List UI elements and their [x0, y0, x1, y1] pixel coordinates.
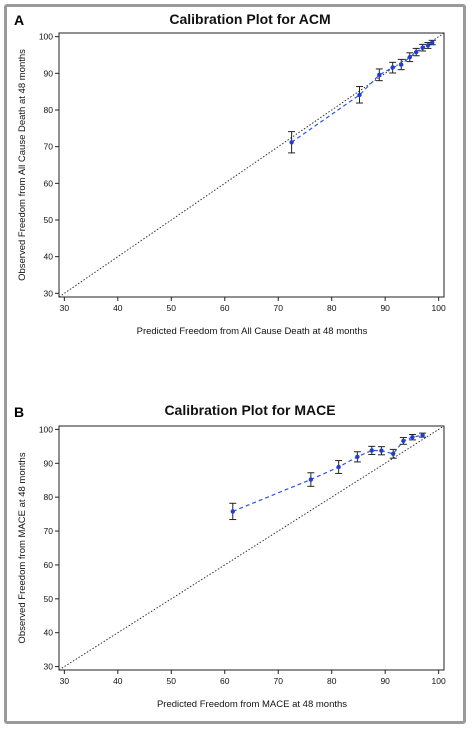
- panel-b-data-point: [369, 448, 375, 453]
- panel-a-x-tick-label: 30: [60, 303, 70, 313]
- panel-b-x-tick-label: 70: [274, 676, 284, 686]
- panel-b-x-tick-label: 90: [380, 676, 390, 686]
- panel-b-y-tick-label: 40: [44, 628, 54, 638]
- panel-b-plot: 30 40 50 60 70 80 90 100 30 40 50 60 70 80 90 100: [39, 424, 446, 686]
- panel-a-data-point: [399, 62, 404, 67]
- panel-a: A Calibration Plot for ACM Predicted Fre…: [14, 11, 446, 337]
- panel-b-letter: B: [14, 404, 24, 420]
- panel-a-x-axis-label: Predicted Freedom from All Cause Death a…: [137, 326, 368, 337]
- panel-a-x-tick-label: 40: [113, 303, 123, 313]
- panel-a-y-tick-label: 70: [44, 142, 54, 152]
- panel-a-data-point: [420, 45, 425, 50]
- panel-b-reference-line: [58, 425, 445, 671]
- panel-a-x-tick-label: 100: [432, 303, 446, 313]
- panel-b-y-tick-label: 30: [44, 662, 54, 672]
- panel-b-y-tick-label: 60: [44, 560, 54, 570]
- panel-a-y-axis-label: Observed Freedom from All Cause Death at…: [17, 49, 28, 281]
- panel-a-data-point: [390, 65, 395, 70]
- panel-b-y-tick-label: 90: [44, 458, 54, 468]
- panel-a-plot-frame: [58, 32, 445, 298]
- panel-a-series-line: [291, 42, 433, 143]
- panel-a-data-point: [289, 140, 294, 145]
- panel-b-y-tick-label: 80: [44, 492, 54, 502]
- panel-a-data-point: [425, 43, 431, 48]
- panel-a-y-tick-label: 60: [44, 178, 54, 188]
- panel-a-y-tick-label: 30: [44, 288, 54, 298]
- panel-a-x-tick-label: 70: [274, 303, 284, 313]
- panel-a-data-point: [357, 92, 362, 98]
- panel-b-y-tick-label: 100: [39, 424, 53, 434]
- panel-b-x-tick-label: 100: [432, 676, 446, 686]
- panel-b-x-tick-label: 30: [60, 676, 70, 686]
- panel-b-data-point: [410, 434, 415, 440]
- panel-b-y-tick-label: 50: [44, 594, 54, 604]
- panel-b-data-point: [391, 451, 396, 456]
- panel-a-y-tick-label: 40: [44, 252, 54, 262]
- panel-b-x-tick-label: 80: [327, 676, 337, 686]
- panel-b-x-axis-label: Predicted Freedom from MACE at 48 months: [157, 699, 347, 710]
- panel-a-y-tick-label: 80: [44, 105, 54, 115]
- panel-a-plot: 30 40 50 60 70 80 90 100 30 40 50 60 70 80 90 100: [39, 32, 446, 313]
- panel-b-title: Calibration Plot for MACE: [164, 402, 335, 418]
- panel-a-letter: A: [14, 12, 24, 28]
- panel-a-data-point: [430, 40, 435, 45]
- panel-a-y-tick-label: 90: [44, 68, 54, 78]
- panel-a-x-tick-label: 50: [167, 303, 177, 313]
- panel-a-data-point: [407, 55, 412, 60]
- panel-b-data-point: [355, 454, 360, 460]
- panel-a-y-tick-label: 50: [44, 215, 54, 225]
- panel-a-x-tick-label: 60: [220, 303, 230, 313]
- panel-b-series-line: [232, 434, 423, 512]
- panel-a-title: Calibration Plot for ACM: [169, 11, 330, 27]
- panel-b-data-point: [336, 464, 341, 470]
- panel-a-x-tick-label: 90: [380, 303, 390, 313]
- panel-b: B Calibration Plot for MACE Predicted Fr…: [14, 402, 446, 710]
- panel-a-x-tick-label: 80: [327, 303, 337, 313]
- panel-a-data-point: [377, 72, 382, 78]
- panel-b-data-point: [401, 438, 406, 444]
- panel-a-y-tick-label: 100: [39, 32, 53, 42]
- panel-b-y-axis-label: Observed Freedom from MACE at 48 months: [17, 452, 28, 643]
- panel-b-data-point: [379, 448, 384, 453]
- panel-b-x-tick-label: 40: [113, 676, 123, 686]
- panel-b-x-tick-label: 50: [167, 676, 177, 686]
- panel-b-data-point: [230, 509, 235, 514]
- panel-b-x-tick-label: 60: [220, 676, 230, 686]
- panel-a-data-point: [413, 49, 419, 55]
- panel-b-y-tick-label: 70: [44, 526, 54, 536]
- panel-b-data-point: [308, 477, 314, 482]
- panel-b-data-point: [420, 432, 425, 438]
